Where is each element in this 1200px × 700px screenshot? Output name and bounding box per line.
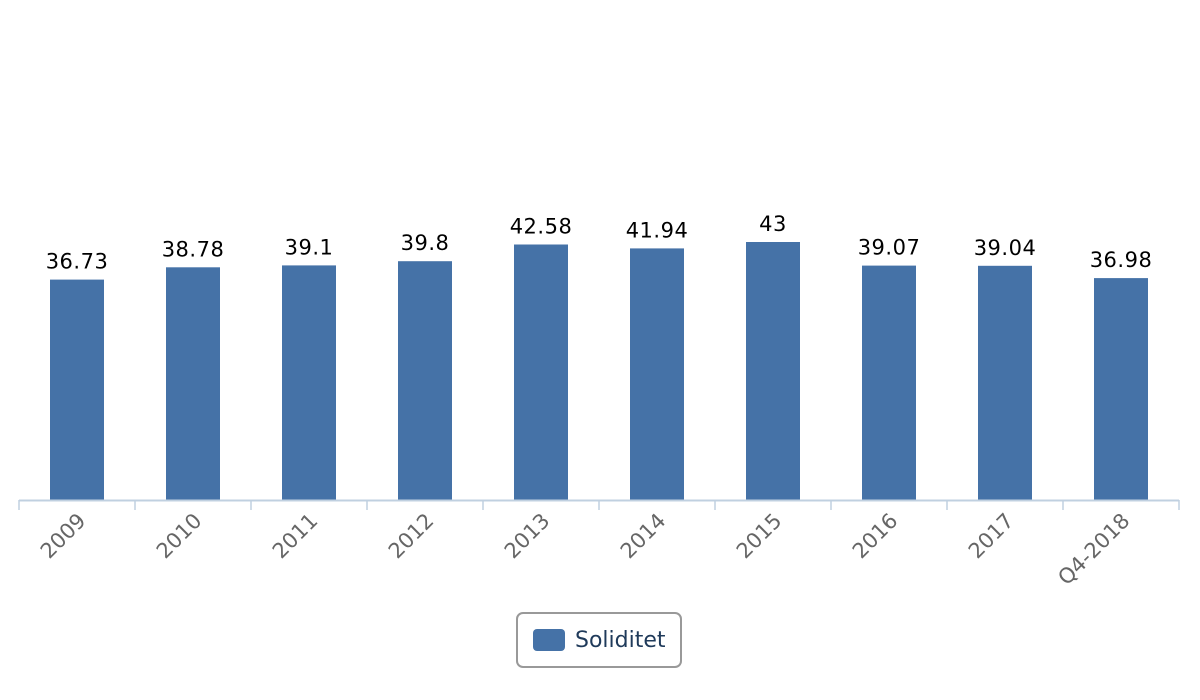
x-tick-label-2012: 2012 xyxy=(384,509,439,564)
bar-chart: 36.73 2009 38.78 2010 39.1 2011 39.8 2012 42.58 2… xyxy=(18,212,1180,590)
bar-2016[interactable] xyxy=(862,265,916,500)
x-tick-label-2015: 2015 xyxy=(732,509,787,564)
bar-2017[interactable] xyxy=(978,265,1032,500)
x-tick-label-2013: 2013 xyxy=(500,509,555,564)
data-label-2014: 41.94 xyxy=(626,218,689,242)
bar-2012[interactable] xyxy=(398,261,452,500)
bar-2014[interactable] xyxy=(630,248,684,500)
legend-swatch xyxy=(533,629,565,651)
data-label-2012: 39.8 xyxy=(401,231,450,255)
bar-Q4-2018[interactable] xyxy=(1094,278,1148,500)
bar-2010[interactable] xyxy=(166,267,220,500)
data-label-2010: 38.78 xyxy=(162,237,225,261)
x-tick-label-2017: 2017 xyxy=(964,509,1019,564)
data-label-2016: 39.07 xyxy=(858,236,921,260)
data-label-2017: 39.04 xyxy=(974,236,1037,260)
bar-2011[interactable] xyxy=(282,265,336,500)
x-tick-label-2014: 2014 xyxy=(616,509,671,564)
data-label-Q4-2018: 36.98 xyxy=(1090,248,1153,272)
bar-2009[interactable] xyxy=(50,279,104,500)
x-tick-label-2010: 2010 xyxy=(152,509,207,564)
data-label-2015: 43 xyxy=(759,212,787,236)
x-tick-label-2009: 2009 xyxy=(36,509,91,564)
legend-label-soliditet: Soliditet xyxy=(575,627,666,653)
bar-2013[interactable] xyxy=(514,244,568,501)
data-label-2009: 36.73 xyxy=(46,250,109,274)
legend[interactable]: Soliditet xyxy=(516,612,682,668)
data-label-2011: 39.1 xyxy=(285,235,334,259)
bar-2015[interactable] xyxy=(746,242,800,500)
data-label-2013: 42.58 xyxy=(510,215,573,239)
x-tick-label-Q4-2018: Q4-2018 xyxy=(1053,509,1134,590)
x-tick-label-2011: 2011 xyxy=(268,509,323,564)
x-tick-label-2016: 2016 xyxy=(848,509,903,564)
